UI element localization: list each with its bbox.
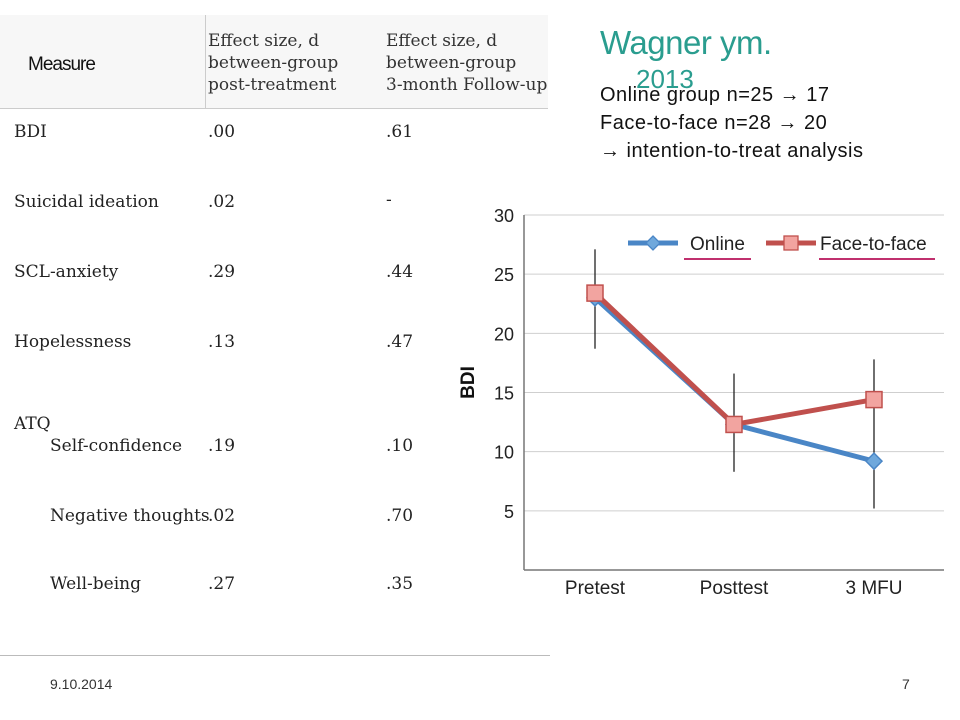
table-header-rule — [0, 108, 548, 109]
table-header-post-line: between-group — [208, 53, 339, 73]
y-tick-label: 20 — [494, 324, 514, 344]
table-cell-post: .19 — [208, 436, 236, 456]
slide-title-year: 2013 — [636, 64, 694, 94]
data-point-face-to-face — [725, 415, 743, 434]
table-cell-post: .02 — [208, 192, 236, 212]
table-cell-post: .29 — [208, 262, 236, 282]
table-header-followup: Effect size, d between-group 3-month Fol… — [386, 30, 547, 96]
table-cell-followup: .61 — [386, 122, 414, 142]
table-header-followup-line: 3-month Follow-up — [386, 75, 548, 95]
legend-marker-online — [645, 235, 661, 251]
chart-series — [585, 284, 884, 471]
y-tick-label: 5 — [504, 502, 514, 522]
x-tick-label: Posttest — [700, 578, 769, 599]
table-row-label: SCL-anxiety — [14, 262, 119, 282]
table-header-post: Effect size, d between-group post-treatm… — [208, 30, 338, 96]
table-header-post-line: Effect size, d — [208, 31, 320, 51]
chart-error-bars — [594, 249, 875, 509]
x-tick-label: 3 MFU — [846, 578, 903, 599]
table-cell-followup: .10 — [386, 436, 414, 456]
x-tick-label: Pretest — [565, 578, 626, 599]
table-column-divider — [205, 15, 206, 108]
legend-label: Online — [690, 234, 745, 255]
table-cell-followup: - — [386, 190, 392, 210]
data-point-face-to-face — [865, 390, 883, 409]
info-itt-analysis: → intention-to-treat analysis — [600, 140, 864, 162]
table-cell-post: .02 — [208, 506, 236, 526]
data-point-face-to-face — [586, 284, 604, 302]
slide-title: Wagner ym. — [600, 24, 772, 61]
info-online-group: Online group n=25 → 17 — [600, 84, 830, 106]
bdi-line-chart: 5 10 15 20 25 30 Pretest Posttest 3 MFU BDI Onlin… — [458, 206, 944, 599]
y-tick-label: 30 — [494, 206, 514, 226]
table-header-band — [0, 15, 548, 108]
table-cell-post: .27 — [208, 574, 236, 594]
footer-rule — [0, 655, 550, 656]
table-header-followup-line: Effect size, d — [386, 31, 498, 51]
table-row-label: Hopelessness — [14, 332, 132, 352]
table-header-measure: Measure — [28, 54, 96, 75]
table-cell-followup: .35 — [386, 574, 414, 594]
legend-label: Face-to-face — [820, 234, 927, 255]
chart-legend: Online Face-to-face — [628, 234, 935, 260]
legend-marker-face-to-face — [783, 235, 799, 251]
table-cell-post: .00 — [208, 122, 236, 142]
table-header-post-line: post-treatment — [208, 75, 337, 95]
table-cell-followup: .47 — [386, 332, 414, 352]
table-cell-followup: .44 — [386, 262, 414, 282]
chart-axes: 5 10 15 20 25 30 Pretest Posttest 3 MFU BDI — [458, 206, 944, 599]
y-tick-label: 10 — [494, 443, 514, 463]
table-row-label: Negative thoughts — [50, 506, 210, 526]
data-point-online — [864, 452, 884, 471]
table-cell-post: .13 — [208, 332, 236, 352]
info-face-to-face-group: Face-to-face n=28 → 20 — [600, 112, 828, 134]
table-cell-followup: .70 — [386, 506, 414, 526]
y-tick-label: 15 — [494, 384, 514, 404]
table-row-label: BDI — [14, 122, 47, 142]
table-row-label: ATQ — [14, 414, 51, 434]
footer-date: 9.10.2014 — [50, 676, 113, 692]
table-row-label: Suicidal ideation — [14, 192, 159, 212]
y-axis-label: BDI — [458, 366, 479, 399]
footer-page-number: 7 — [902, 676, 910, 692]
table-header-followup-line: between-group — [386, 53, 517, 73]
table-row-label: Self-confidence — [50, 436, 183, 456]
y-tick-label: 25 — [494, 265, 514, 285]
table-row-label: Well-being — [50, 574, 141, 594]
